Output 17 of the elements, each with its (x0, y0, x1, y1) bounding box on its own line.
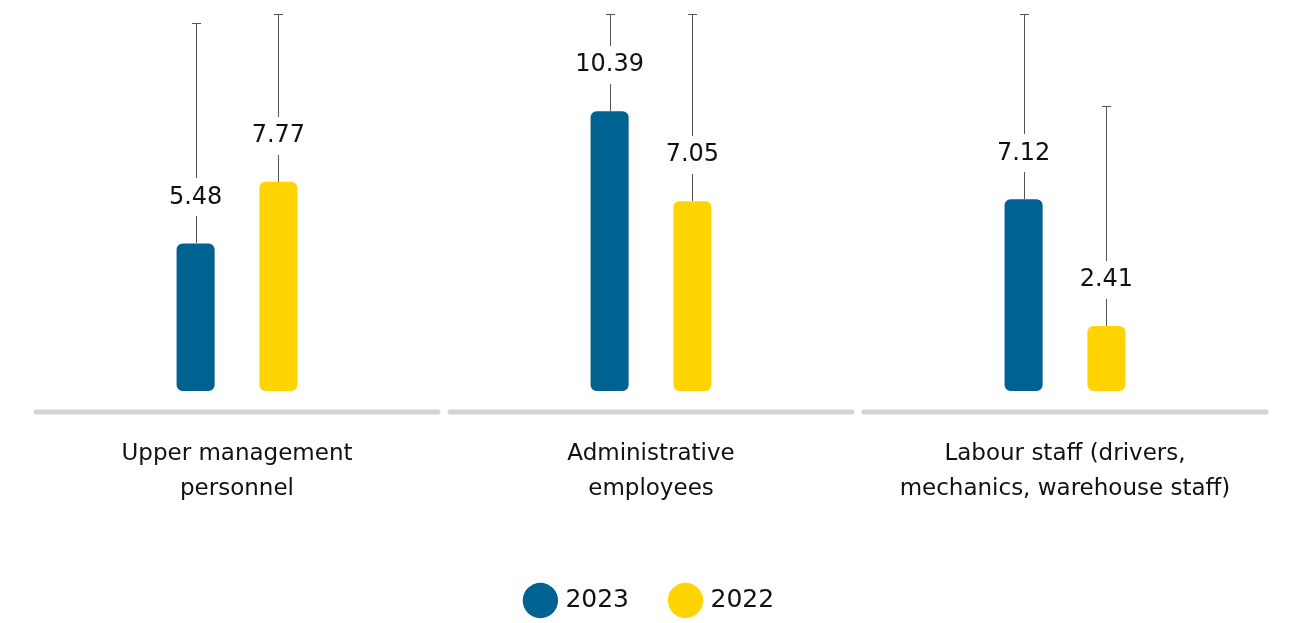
bar (590, 111, 629, 391)
x-tick-label: Labour staff (drivers, mechanics, warehouse staff) (899, 439, 1231, 500)
data-label: 7.77 (251, 120, 306, 148)
data-label: 2.41 (1079, 264, 1134, 293)
legend-label: 2023 (565, 584, 629, 613)
bar (1087, 326, 1126, 391)
bar (673, 201, 712, 391)
data-label: 5.48 (168, 181, 223, 210)
bar (1004, 199, 1043, 391)
bar (176, 243, 215, 391)
legend-label: 2022 (710, 584, 775, 613)
data-label: 10.39 (575, 49, 644, 78)
data-label: 7.05 (665, 139, 720, 168)
x-tick-label: Upper management personnel (121, 439, 353, 500)
x-tick-label: Administrative employees (567, 439, 735, 500)
data-label: 7.12 (996, 137, 1051, 166)
bar (259, 181, 298, 391)
